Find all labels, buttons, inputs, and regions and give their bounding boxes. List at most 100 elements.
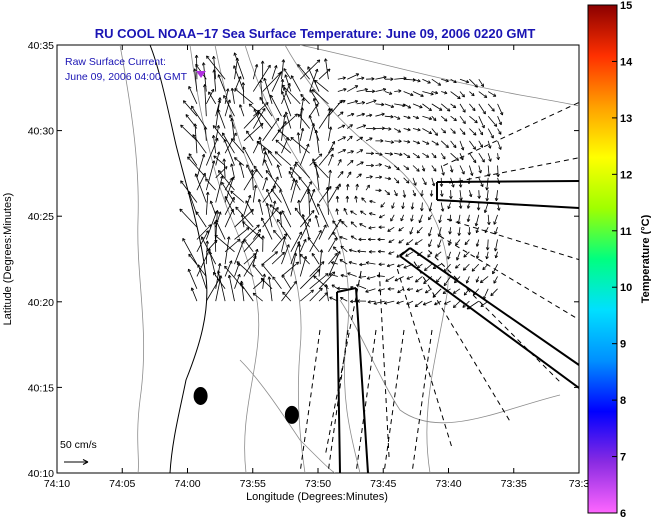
current-vector-head — [333, 246, 337, 250]
current-vector-head — [201, 153, 206, 158]
current-vector-head — [437, 244, 441, 248]
current-vector-head — [314, 68, 319, 73]
current-vector — [309, 115, 320, 141]
current-vector — [438, 227, 442, 237]
current-vector-head — [182, 238, 186, 242]
current-vector-head — [266, 188, 270, 193]
current-vector — [428, 227, 433, 237]
current-vector-head — [264, 177, 268, 181]
current-vector — [215, 175, 223, 203]
current-vector-head — [309, 89, 313, 93]
current-vector-head — [369, 113, 373, 118]
current-vector-head — [275, 176, 279, 180]
current-vector — [356, 88, 368, 92]
current-vector-head — [318, 153, 323, 157]
current-vector-head — [298, 176, 302, 181]
current-vector — [299, 98, 304, 117]
current-vector-head — [252, 264, 256, 268]
current-vector — [299, 59, 321, 80]
current-vector — [328, 237, 338, 253]
current-vector — [281, 244, 290, 265]
current-vector-head — [413, 182, 417, 186]
current-vector — [416, 226, 423, 234]
current-vector — [365, 114, 373, 117]
current-vector-head — [462, 120, 466, 125]
current-vector-head — [340, 245, 344, 249]
current-vector-head — [307, 237, 311, 241]
current-vector — [188, 253, 207, 277]
current-vector-head — [261, 235, 265, 239]
current-vector — [313, 98, 320, 117]
current-vector — [271, 176, 279, 191]
current-vector-head — [472, 146, 476, 150]
current-vector-head — [434, 132, 439, 136]
current-vector-head — [300, 127, 305, 132]
current-vector-head — [354, 195, 358, 199]
current-vector — [425, 288, 433, 294]
current-vector-head — [242, 221, 246, 225]
colorbar-ticks: 6 7 8 9 10 11 12 13 14 15 — [612, 0, 633, 519]
current-vector-head — [483, 209, 488, 214]
current-vector-head — [443, 282, 448, 287]
current-vector — [240, 282, 254, 302]
current-vector — [483, 288, 489, 300]
current-vector — [469, 190, 472, 197]
current-vector — [233, 65, 245, 92]
current-vector-head — [428, 107, 432, 112]
current-vector — [403, 190, 406, 198]
current-vector-head — [256, 224, 260, 228]
current-vector-head — [259, 96, 263, 101]
current-vector-head — [281, 274, 285, 278]
current-vector-head — [433, 117, 437, 122]
current-vector — [239, 104, 245, 117]
current-vector — [375, 88, 386, 92]
current-vector-head — [354, 99, 359, 104]
current-vector — [328, 273, 338, 277]
current-vector-head — [350, 235, 355, 239]
current-vector — [183, 100, 198, 117]
current-vector — [360, 210, 367, 216]
current-vector-head — [345, 195, 350, 199]
current-vector — [252, 292, 263, 302]
current-vector-head — [350, 159, 354, 164]
current-vector — [441, 78, 449, 82]
current-vector-head — [470, 172, 474, 176]
current-vector-head — [368, 250, 372, 254]
current-vector — [299, 143, 310, 166]
current-vector-head — [479, 144, 483, 148]
current-vector-head — [416, 168, 420, 172]
current-vector-head — [331, 271, 336, 275]
current-vector-head — [267, 150, 272, 154]
current-vector — [422, 103, 432, 111]
current-vector — [337, 149, 346, 154]
current-vector-head — [379, 152, 383, 156]
coastline — [149, 45, 208, 473]
current-vector-head — [218, 211, 222, 215]
current-vector — [450, 165, 453, 173]
current-vector — [243, 233, 261, 253]
current-vector — [487, 115, 498, 127]
current-vector-head — [459, 197, 463, 201]
current-vector-head — [463, 292, 468, 296]
current-vector — [309, 189, 315, 203]
current-vector-head — [282, 291, 286, 296]
current-vector-head — [314, 163, 318, 167]
current-vector — [403, 78, 416, 81]
current-vector — [416, 263, 423, 269]
current-vector — [476, 239, 480, 247]
current-vector — [356, 136, 363, 142]
current-vector — [450, 152, 459, 161]
current-vector-head — [359, 223, 363, 227]
current-vector — [262, 117, 280, 142]
current-vector — [224, 132, 237, 154]
current-vector — [337, 124, 345, 129]
current-vector-head — [467, 180, 471, 185]
current-vector — [311, 89, 329, 105]
current-vector — [205, 88, 215, 105]
current-vector — [394, 276, 404, 282]
current-vector — [299, 269, 320, 290]
current-vector — [423, 300, 432, 306]
current-vector — [281, 281, 297, 302]
x-axis-label: Longitude (Degrees:Minutes) — [246, 491, 388, 503]
current-vector — [179, 208, 198, 228]
